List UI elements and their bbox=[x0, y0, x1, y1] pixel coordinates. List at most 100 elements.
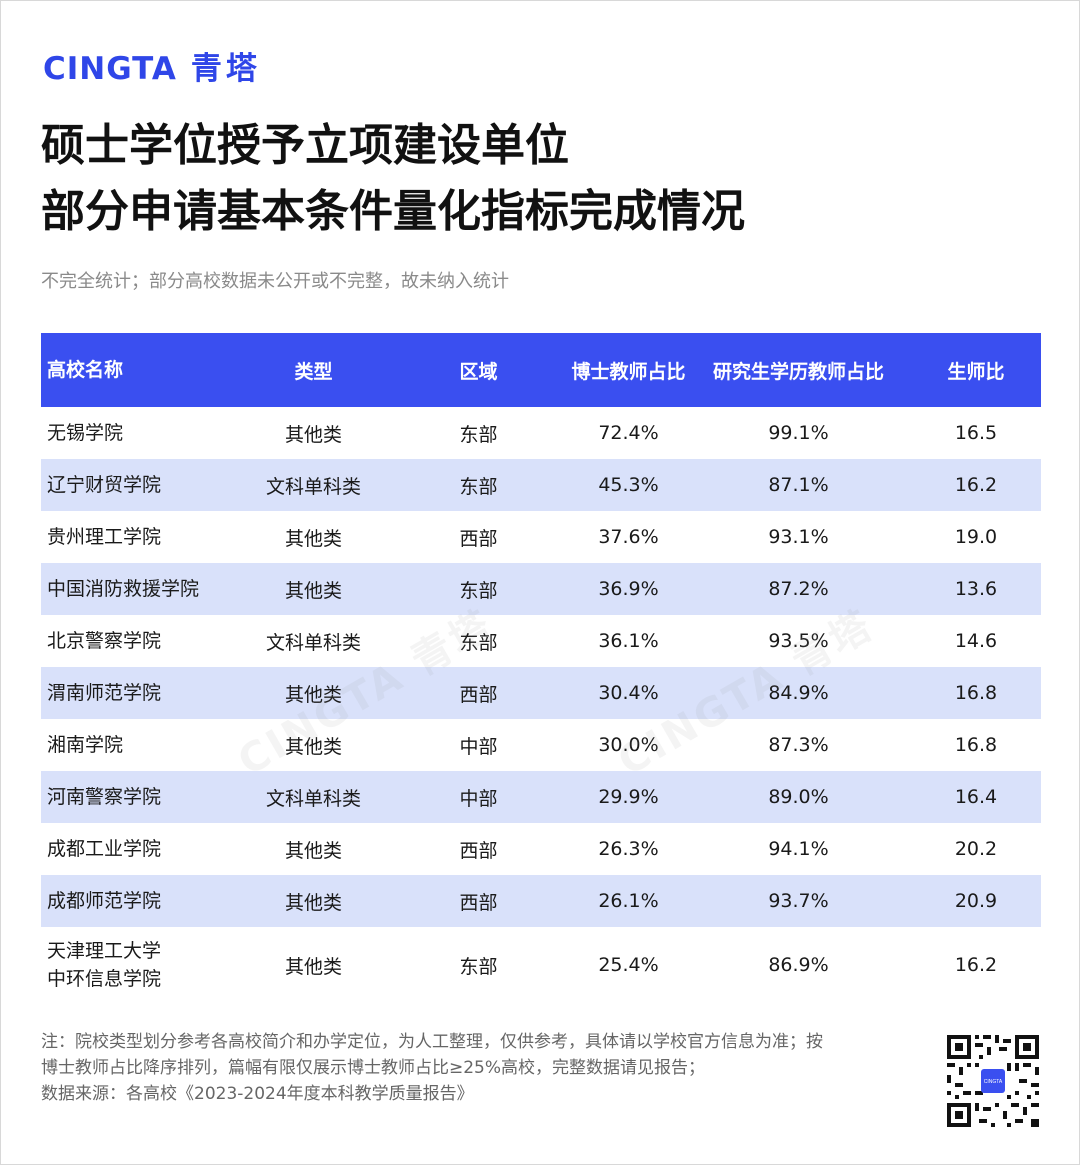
header-type: 类型 bbox=[294, 360, 333, 383]
cell-region: 东部 bbox=[459, 475, 498, 498]
cell-grad-ratio: 89.0% bbox=[768, 786, 829, 808]
cell-grad-ratio: 94.1% bbox=[768, 838, 829, 860]
cell-student-teacher-ratio: 16.5 bbox=[954, 422, 998, 444]
footnote-line-1: 注：院校类型划分参考各高校简介和办学定位，为人工整理，仅供参考，具体请以学校官方… bbox=[41, 1032, 823, 1052]
cell-school-name: 中国消防救援学院 bbox=[47, 578, 200, 600]
cell-type: 其他类 bbox=[284, 891, 342, 914]
cell-grad-ratio: 99.1% bbox=[768, 422, 829, 444]
footnote-line-2: 博士教师占比降序排列，篇幅有限仅展示博士教师占比≥25%高校，完整数据请见报告； bbox=[41, 1058, 706, 1078]
qr-code: CINGTA bbox=[945, 1033, 1041, 1129]
page-title: 硕士学位授予立项建设单位 部分申请基本条件量化指标完成情况 bbox=[41, 113, 745, 245]
table-row: 河南警察学院 文科单科类 中部 29.9% 89.0% 16.4 bbox=[41, 771, 1041, 823]
cell-grad-ratio: 93.5% bbox=[768, 630, 829, 652]
cell-region: 中部 bbox=[459, 787, 498, 810]
cell-school-name: 辽宁财贸学院 bbox=[47, 474, 162, 496]
cell-student-teacher-ratio: 16.4 bbox=[954, 786, 998, 808]
footnote-line-3: 数据来源：各高校《2023-2024年度本科教学质量报告》 bbox=[41, 1084, 474, 1104]
title-line-2: 部分申请基本条件量化指标完成情况 bbox=[41, 186, 745, 237]
cell-region: 西部 bbox=[459, 527, 498, 550]
cell-phd-ratio: 26.1% bbox=[598, 890, 659, 912]
table-row: 天津理工大学 中环信息学院 其他类 东部 25.4% 86.9% 16.2 bbox=[41, 927, 1041, 1003]
cell-student-teacher-ratio: 19.0 bbox=[954, 526, 998, 548]
cell-school-name: 北京警察学院 bbox=[47, 630, 162, 652]
cell-school-name: 河南警察学院 bbox=[47, 786, 162, 808]
brand-logo: CINGTA 青塔 bbox=[43, 43, 261, 88]
cell-student-teacher-ratio: 20.2 bbox=[954, 838, 998, 860]
cell-grad-ratio: 93.1% bbox=[768, 526, 829, 548]
cell-type: 文科单科类 bbox=[265, 475, 361, 498]
table-row: 成都师范学院 其他类 西部 26.1% 93.7% 20.9 bbox=[41, 875, 1041, 927]
cell-type: 其他类 bbox=[284, 955, 342, 978]
cell-school-name: 成都工业学院 bbox=[47, 838, 162, 860]
cell-phd-ratio: 30.0% bbox=[598, 734, 659, 756]
cell-phd-ratio: 72.4% bbox=[598, 422, 659, 444]
table-row: 辽宁财贸学院 文科单科类 东部 45.3% 87.1% 16.2 bbox=[41, 459, 1041, 511]
cell-student-teacher-ratio: 14.6 bbox=[954, 630, 998, 652]
cell-school-name: 湘南学院 bbox=[47, 734, 124, 756]
cell-school-name: 无锡学院 bbox=[47, 422, 124, 444]
cell-phd-ratio: 37.6% bbox=[598, 526, 659, 548]
header-region: 区域 bbox=[459, 360, 498, 383]
table-row: 贵州理工学院 其他类 西部 37.6% 93.1% 19.0 bbox=[41, 511, 1041, 563]
cell-school-name: 渭南师范学院 bbox=[47, 682, 162, 704]
cell-school-name-line-1: 天津理工大学 bbox=[47, 940, 162, 962]
cell-phd-ratio: 36.9% bbox=[598, 578, 659, 600]
cell-grad-ratio: 93.7% bbox=[768, 890, 829, 912]
title-line-1: 硕士学位授予立项建设单位 bbox=[41, 120, 569, 171]
cell-school-name: 贵州理工学院 bbox=[47, 526, 162, 548]
table-row: 渭南师范学院 其他类 西部 30.4% 84.9% 16.8 bbox=[41, 667, 1041, 719]
cell-type: 文科单科类 bbox=[265, 631, 361, 654]
cell-type: 其他类 bbox=[284, 527, 342, 550]
cell-phd-ratio: 45.3% bbox=[598, 474, 659, 496]
brand-name-en: CINGTA bbox=[43, 51, 177, 87]
cell-student-teacher-ratio: 20.9 bbox=[954, 890, 998, 912]
cell-school-name-line-2: 中环信息学院 bbox=[47, 968, 162, 990]
cell-phd-ratio: 29.9% bbox=[598, 786, 659, 808]
qr-center-label: CINGTA bbox=[984, 1079, 1003, 1085]
cell-type: 其他类 bbox=[284, 735, 342, 758]
cell-phd-ratio: 25.4% bbox=[598, 954, 659, 976]
cell-region: 西部 bbox=[459, 839, 498, 862]
cell-phd-ratio: 30.4% bbox=[598, 682, 659, 704]
cell-school-name: 成都师范学院 bbox=[47, 890, 162, 912]
cell-grad-ratio: 87.2% bbox=[768, 578, 829, 600]
cell-type: 其他类 bbox=[284, 579, 342, 602]
cell-student-teacher-ratio: 16.8 bbox=[954, 682, 998, 704]
cell-region: 东部 bbox=[459, 423, 498, 446]
cell-grad-ratio: 87.3% bbox=[768, 734, 829, 756]
table-row: 中国消防救援学院 其他类 东部 36.9% 87.2% 13.6 bbox=[41, 563, 1041, 615]
cell-student-teacher-ratio: 16.8 bbox=[954, 734, 998, 756]
cell-region: 西部 bbox=[459, 683, 498, 706]
cell-student-teacher-ratio: 16.2 bbox=[954, 474, 998, 496]
table-row: 北京警察学院 文科单科类 东部 36.1% 93.5% 14.6 bbox=[41, 615, 1041, 667]
cell-region: 中部 bbox=[459, 735, 498, 758]
header-grad-ratio: 研究生学历教师占比 bbox=[712, 360, 884, 383]
cell-grad-ratio: 84.9% bbox=[768, 682, 829, 704]
cell-type: 文科单科类 bbox=[265, 787, 361, 810]
subtitle: 不完全统计；部分高校数据未公开或不完整，故未纳入统计 bbox=[41, 271, 509, 292]
table-row: 湘南学院 其他类 中部 30.0% 87.3% 16.8 bbox=[41, 719, 1041, 771]
cell-phd-ratio: 26.3% bbox=[598, 838, 659, 860]
cell-region: 东部 bbox=[459, 955, 498, 978]
cell-type: 其他类 bbox=[284, 423, 342, 446]
cell-region: 西部 bbox=[459, 891, 498, 914]
header-student-teacher-ratio: 生师比 bbox=[947, 360, 1005, 383]
cell-grad-ratio: 86.9% bbox=[768, 954, 829, 976]
cell-region: 东部 bbox=[459, 579, 498, 602]
table-header-row: 高校名称 类型 区域 博士教师占比 研究生学历教师占比 生师比 bbox=[41, 333, 1041, 407]
table-row: 成都工业学院 其他类 西部 26.3% 94.1% 20.2 bbox=[41, 823, 1041, 875]
cell-region: 东部 bbox=[459, 631, 498, 654]
cell-student-teacher-ratio: 13.6 bbox=[954, 578, 998, 600]
footnotes: 注：院校类型划分参考各高校简介和办学定位，为人工整理，仅供参考，具体请以学校官方… bbox=[41, 1029, 911, 1107]
brand-name-cn: 青塔 bbox=[190, 51, 261, 87]
cell-type: 其他类 bbox=[284, 683, 342, 706]
data-table: 高校名称 类型 区域 博士教师占比 研究生学历教师占比 生师比 无锡学院 其他类… bbox=[41, 333, 1041, 1003]
cell-student-teacher-ratio: 16.2 bbox=[954, 954, 998, 976]
cell-school-name: 天津理工大学 中环信息学院 bbox=[41, 937, 241, 993]
cell-grad-ratio: 87.1% bbox=[768, 474, 829, 496]
cell-type: 其他类 bbox=[284, 839, 342, 862]
header-phd-ratio: 博士教师占比 bbox=[571, 360, 686, 383]
header-school-name: 高校名称 bbox=[47, 359, 124, 381]
cell-phd-ratio: 36.1% bbox=[598, 630, 659, 652]
